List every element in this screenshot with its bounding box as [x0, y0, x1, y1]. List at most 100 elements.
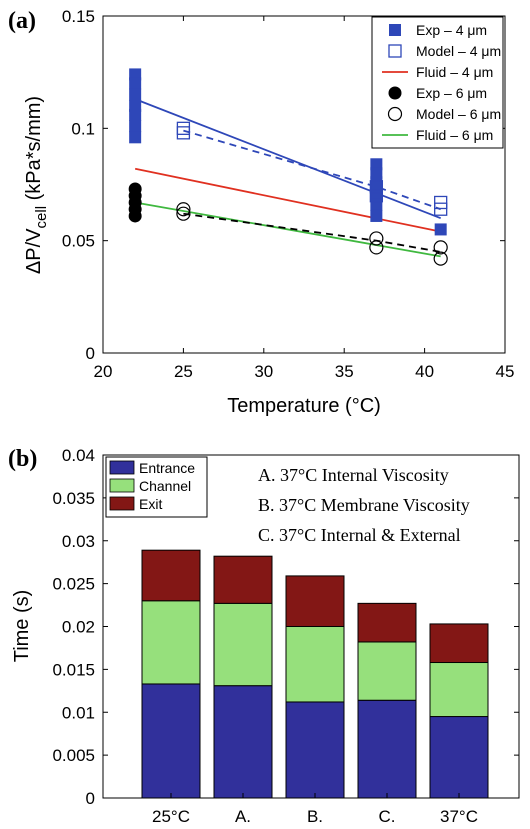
annotation-a: A. 37°C Internal Viscosity — [258, 465, 449, 485]
bar-segment — [141, 683, 201, 799]
x-tick-label: C. — [379, 807, 396, 826]
data-point — [129, 131, 142, 144]
fluid-line — [134, 167, 441, 233]
panel-b-bars — [141, 549, 489, 799]
bar-segment — [357, 602, 417, 643]
bar-segment — [429, 623, 489, 664]
panel-a-legend: Exp – 4 μm Model – 4 μm Fluid – 4 μm Exp – … — [371, 16, 504, 149]
legend-label: Model – 6 μm — [416, 106, 501, 122]
data-point — [369, 189, 384, 203]
bar-segment — [285, 575, 345, 627]
y-tick-label: 0.04 — [62, 446, 95, 465]
data-point — [433, 251, 448, 266]
y-tick-label: 0.05 — [62, 232, 95, 251]
panel-a: (a) 20 25 30 35 40 45 0 0.05 0.1 0.15 Temperature… — [8, 7, 514, 417]
y-tick-label: 0.03 — [62, 532, 95, 551]
legend-marker — [387, 106, 403, 122]
y-tick-label: 0 — [86, 344, 95, 363]
legend-label: Channel — [139, 478, 191, 494]
bar-segment — [357, 699, 417, 799]
panel-a-xlabel: Temperature (°C) — [227, 395, 381, 417]
bar-segment — [141, 549, 201, 602]
legend-marker — [388, 86, 402, 100]
bar-segment — [357, 641, 417, 701]
data-point — [370, 187, 383, 200]
panel-b-legend-items: Entrance Channel Exit — [109, 460, 195, 512]
y-tick-label: 0.025 — [52, 575, 95, 594]
data-point — [433, 240, 448, 255]
y-tick-label: 0.02 — [62, 618, 95, 637]
panel-a-ticks: 20 25 30 35 40 45 0 0.05 0.1 0.15 — [62, 7, 515, 381]
data-point — [369, 231, 384, 246]
x-tick-label: A. — [235, 807, 251, 826]
bar-segment — [213, 555, 273, 604]
exp-fit-line — [134, 98, 442, 220]
legend-swatch — [109, 460, 135, 475]
legend-label: Exp – 6 μm — [416, 85, 487, 101]
data-point — [370, 209, 383, 222]
data-point — [176, 202, 191, 217]
data-point — [434, 223, 447, 236]
legend-label: Exp – 4 μm — [416, 22, 487, 38]
y-tick-label: 0.015 — [52, 660, 95, 679]
bar-segment — [213, 602, 273, 687]
data-point — [129, 120, 142, 133]
legend-label: Fluid – 6 μm — [416, 127, 493, 143]
x-tick-label: 25 — [174, 362, 193, 381]
x-tick-label: 30 — [254, 362, 273, 381]
model-fit-line — [183, 129, 441, 211]
y-tick-label: 0.1 — [71, 119, 95, 138]
legend-swatch — [109, 496, 135, 511]
panel-a-points — [128, 68, 448, 266]
legend-swatch — [109, 478, 135, 493]
bar-segment — [429, 716, 489, 799]
legend-label: Fluid – 4 μm — [416, 64, 493, 80]
x-tick-label: 37°C — [440, 807, 478, 826]
x-tick-label: 20 — [94, 362, 113, 381]
panel-a-ylabel-sub: cell — [33, 206, 50, 229]
data-point — [128, 209, 142, 223]
panel-b-label: (b) — [8, 446, 37, 472]
data-point — [434, 195, 448, 210]
panel-a-ylabel-unit: (kPa*s/mm) — [23, 96, 45, 206]
data-point — [129, 88, 142, 101]
x-tick-label: B. — [307, 807, 323, 826]
x-tick-label: 45 — [496, 362, 515, 381]
annotation-c: C. 37°C Internal & External — [258, 525, 461, 545]
data-point — [176, 206, 191, 221]
y-tick-label: 0.15 — [62, 7, 95, 26]
annotation-b: B. 37°C Membrane Viscosity — [258, 495, 470, 515]
panel-a-legend-box — [371, 16, 504, 149]
data-point — [369, 180, 384, 194]
bar-segment — [141, 600, 201, 685]
x-tick-label: 35 — [335, 362, 354, 381]
bar-segment — [285, 626, 345, 703]
panel-a-legend-items: Exp – 4 μm Model – 4 μm Fluid – 4 μm Exp – … — [382, 22, 501, 143]
data-point — [434, 202, 448, 216]
panel-b-ylabel: Time (s) — [11, 590, 33, 663]
legend-marker — [389, 24, 401, 36]
bar-segment — [213, 685, 273, 799]
panel-b-ticks: 25°C A. B. C. 37°C 0 0.005 0.01 0.015 0.02 0.025 0.… — [52, 446, 519, 826]
legend-label: Exit — [139, 496, 162, 512]
data-point — [370, 176, 383, 189]
x-tick-label: 25°C — [152, 807, 190, 826]
legend-marker — [388, 44, 402, 58]
panel-a-label: (a) — [8, 8, 36, 34]
data-point — [129, 77, 142, 90]
panel-a-ylabel-main: ΔP/V — [23, 228, 45, 274]
y-tick-label: 0 — [86, 789, 95, 808]
fluid-line — [135, 201, 441, 258]
legend-label: Entrance — [139, 460, 195, 476]
legend-label: Model – 4 μm — [416, 43, 501, 59]
data-point — [176, 126, 191, 140]
bar-segment — [285, 701, 345, 799]
panel-a-ylabel: ΔP/Vcell (kPa*s/mm) — [23, 96, 50, 274]
y-tick-label: 0.005 — [52, 746, 95, 765]
panel-b-legend: Entrance Channel Exit — [105, 456, 208, 518]
y-tick-label: 0.035 — [52, 489, 95, 508]
panel-b: (b) 25°C A. B. C. 37°C 0 0.005 0.01 0.015 0.02 0.0… — [8, 446, 520, 826]
y-tick-label: 0.01 — [62, 703, 95, 722]
bar-segment — [429, 662, 489, 718]
